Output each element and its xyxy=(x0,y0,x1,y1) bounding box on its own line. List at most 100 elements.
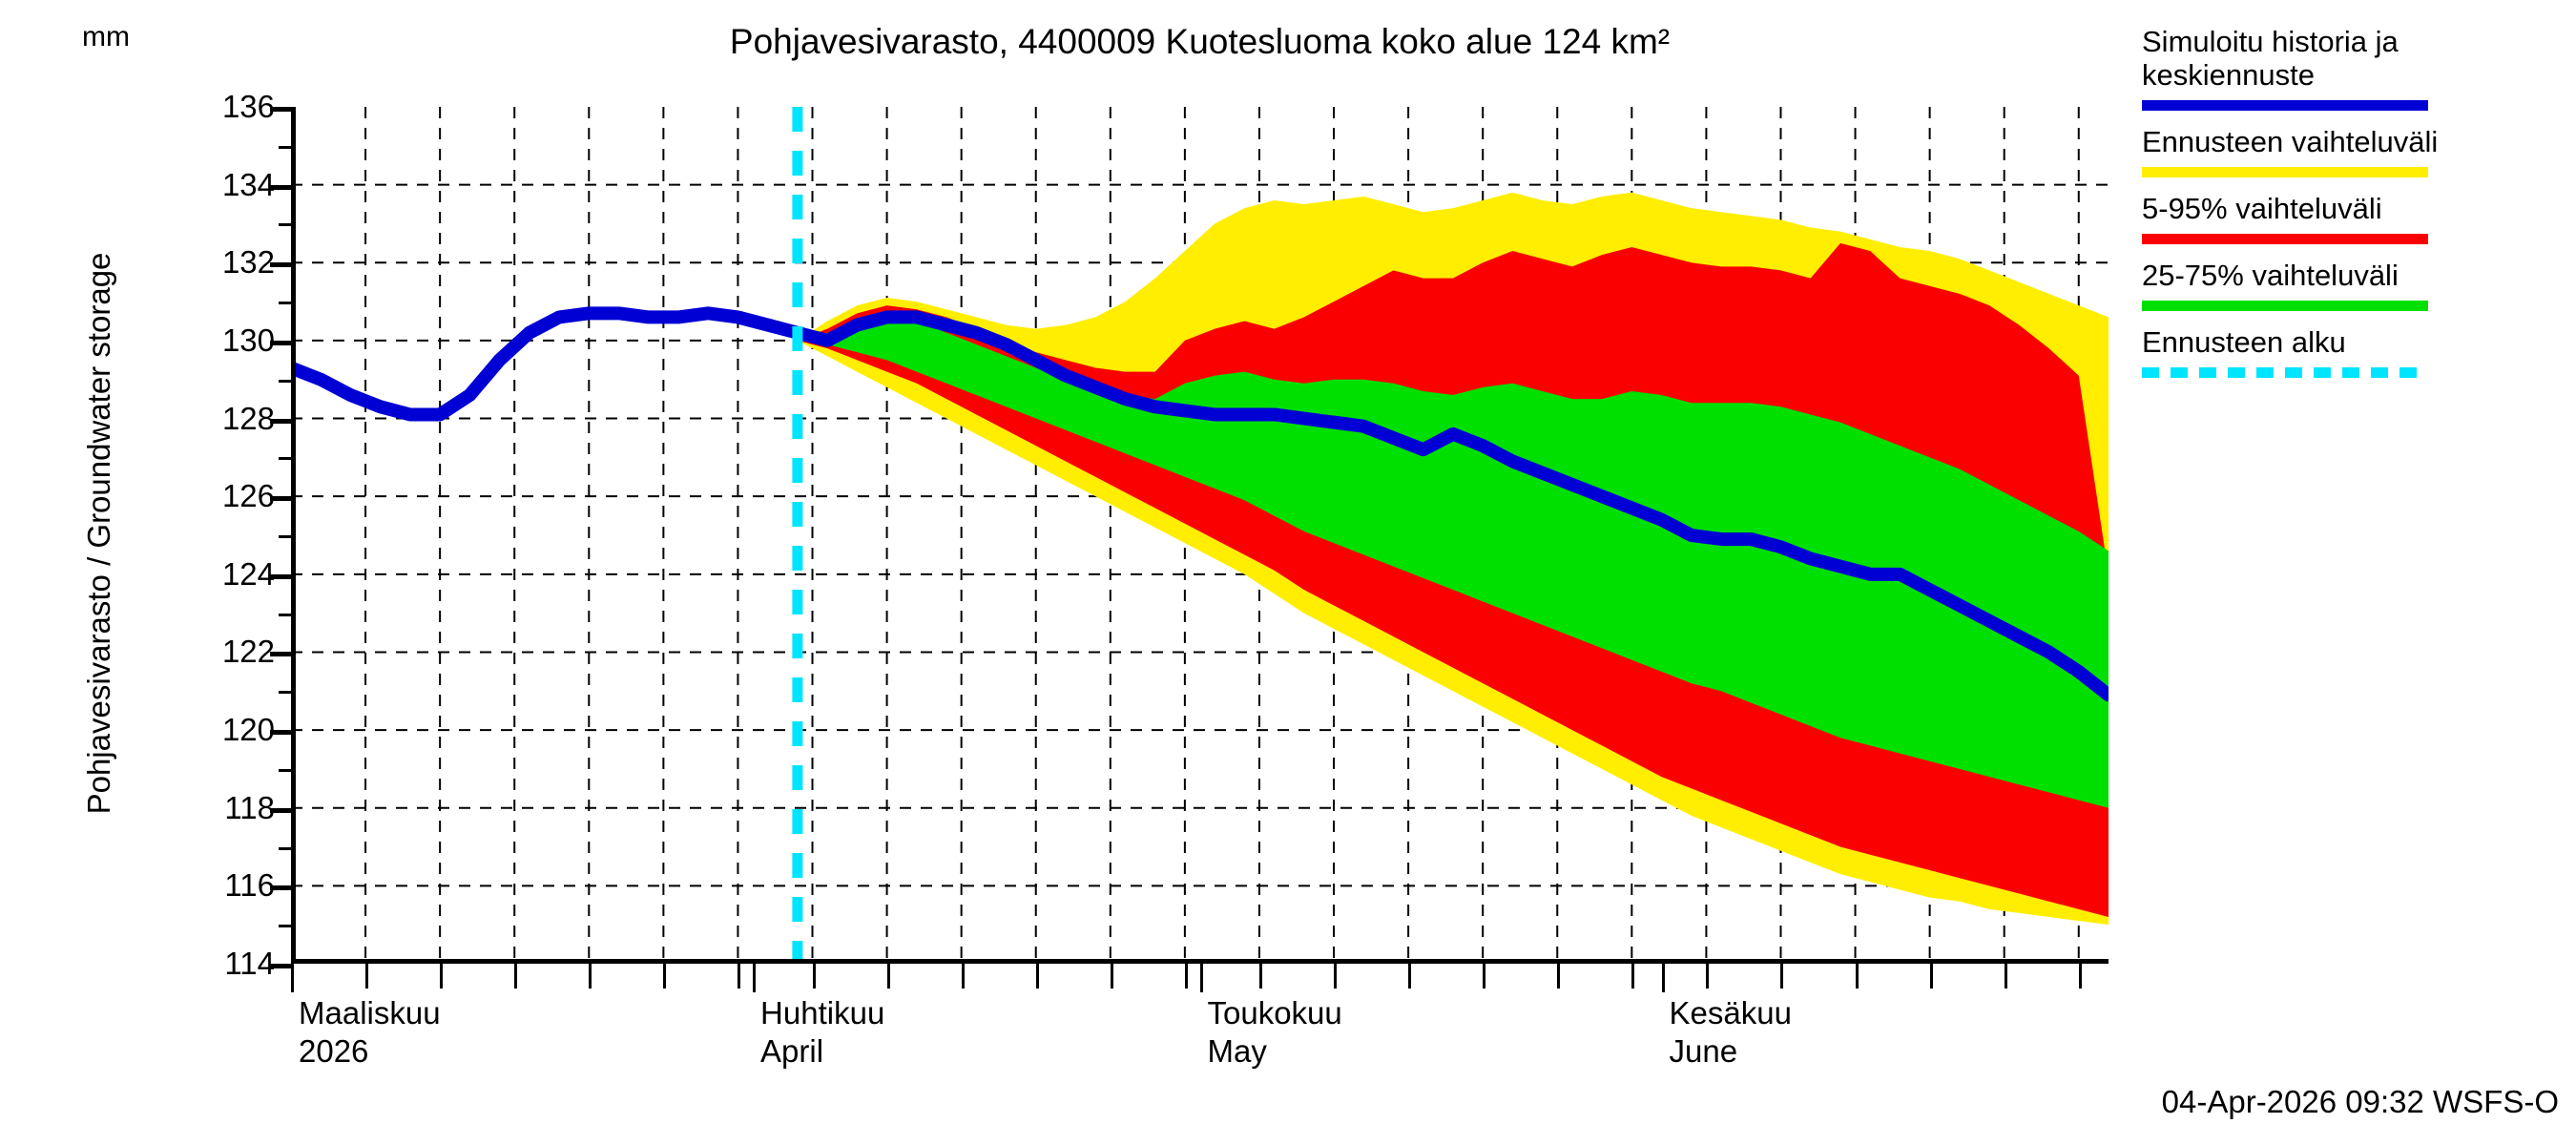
x-axis-month-label: Kesäkuu June xyxy=(1670,994,1792,1071)
x-tick-major xyxy=(291,964,294,992)
y-tick-major xyxy=(270,496,291,502)
y-tick-major xyxy=(270,652,291,657)
legend-entry-range-25-75: 25-75% vaihteluväli xyxy=(2142,259,2562,311)
month-label-fi: Toukokuu xyxy=(1207,995,1342,1030)
legend-entry-forecast-range: Ennusteen vaihteluväli xyxy=(2142,125,2562,177)
x-axis-month-label: Toukokuu May xyxy=(1208,994,1342,1071)
legend-label: Ennusteen alku xyxy=(2142,325,2346,359)
y-tick-minor xyxy=(279,457,291,461)
x-tick-minor xyxy=(737,964,741,989)
y-tick-label: 114 xyxy=(224,946,275,981)
y-tick-minor xyxy=(279,302,291,305)
month-label-en: May xyxy=(1207,1033,1267,1069)
legend-swatch-mean-forecast xyxy=(2142,100,2428,111)
x-tick-minor xyxy=(1557,964,1561,989)
x-axis-tick-labels: Maaliskuu 2026 Huhtikuu April Toukokuu May Kes… xyxy=(291,994,2109,1099)
legend-swatch-range-5-95 xyxy=(2142,234,2428,244)
y-tick-minor xyxy=(279,768,291,772)
y-tick-major xyxy=(270,418,291,424)
chart-title: Pohjavesivarasto, 4400009 Kuotesluoma ko… xyxy=(729,22,1671,61)
plot-frame xyxy=(291,107,2109,964)
legend-label: 25-75% vaihteluväli xyxy=(2142,259,2399,292)
month-label-fi: Kesäkuu xyxy=(1669,995,1792,1030)
y-tick-major xyxy=(270,730,291,736)
x-axis-month-label: Maaliskuu 2026 xyxy=(299,994,441,1071)
footer-timestamp: 04-Apr-2026 09:32 WSFS-O xyxy=(2161,1084,2559,1119)
x-tick-minor xyxy=(886,964,890,989)
x-tick-minor xyxy=(1334,964,1338,989)
mean-forecast-line xyxy=(291,306,2109,702)
legend-swatch-forecast-range xyxy=(2142,167,2428,177)
legend-label: Simuloitu historia ja keskiennuste xyxy=(2142,25,2399,92)
legend-swatch-forecast-start xyxy=(2142,367,2428,378)
x-tick-minor xyxy=(1184,964,1188,989)
x-tick-major xyxy=(753,964,757,992)
y-axis-tick-labels: 136 134 132 130 128 126 124 122 120 118 116 114 xyxy=(105,91,275,979)
y-tick-label: 134 xyxy=(221,166,275,202)
y-tick-label: 128 xyxy=(221,400,275,436)
month-label-fi: Maaliskuu xyxy=(299,995,441,1030)
chart-canvas xyxy=(291,107,2109,964)
x-tick-minor xyxy=(663,964,667,989)
x-tick-major xyxy=(1199,964,1203,992)
x-axis-month-label: Huhtikuu April xyxy=(760,994,884,1071)
y-tick-label: 130 xyxy=(221,322,275,358)
x-tick-minor xyxy=(1258,964,1262,989)
x-tick-minor xyxy=(1035,964,1039,989)
y-tick-label: 132 xyxy=(221,244,275,281)
y-tick-label: 126 xyxy=(221,478,275,514)
x-tick-minor xyxy=(1780,964,1784,989)
month-label-en: June xyxy=(1669,1033,1738,1069)
y-tick-major xyxy=(270,340,291,345)
y-tick-minor xyxy=(279,145,291,149)
y-tick-label: 124 xyxy=(221,555,275,592)
x-tick-minor xyxy=(589,964,592,989)
legend-entry-mean-forecast: Simuloitu historia ja keskiennuste xyxy=(2142,25,2562,111)
y-tick-minor xyxy=(279,223,291,227)
month-label-en: April xyxy=(760,1033,824,1069)
y-tick-minor xyxy=(279,613,291,616)
legend-swatch-range-25-75 xyxy=(2142,301,2428,311)
x-tick-minor xyxy=(2004,964,2007,989)
y-tick-minor xyxy=(279,925,291,928)
range-25-75-band xyxy=(797,317,2109,808)
y-tick-major xyxy=(270,573,291,579)
x-tick-minor xyxy=(812,964,816,989)
x-tick-minor xyxy=(961,964,965,989)
y-tick-major xyxy=(270,964,291,968)
y-tick-minor xyxy=(279,846,291,850)
x-tick-minor xyxy=(1706,964,1710,989)
chart-legend: Simuloitu historia ja keskiennuste Ennust… xyxy=(2142,25,2562,392)
legend-entry-range-5-95: 5-95% vaihteluväli xyxy=(2142,192,2562,244)
y-tick-label: 116 xyxy=(224,867,275,904)
y-tick-major xyxy=(270,807,291,813)
y-tick-minor xyxy=(279,379,291,383)
x-tick-minor xyxy=(1110,964,1113,989)
x-tick-minor xyxy=(1929,964,1933,989)
y-tick-minor xyxy=(279,535,291,538)
legend-entry-forecast-start: Ennusteen alku xyxy=(2142,325,2562,378)
y-tick-label: 118 xyxy=(224,789,275,825)
month-label-fi: Huhtikuu xyxy=(760,995,885,1030)
plot-area xyxy=(270,107,2109,968)
x-tick-minor xyxy=(365,964,369,989)
x-tick-minor xyxy=(1855,964,1859,989)
y-tick-label: 136 xyxy=(221,89,275,124)
x-tick-minor xyxy=(1408,964,1412,989)
y-tick-major xyxy=(270,262,291,268)
y-tick-major xyxy=(270,107,291,112)
x-tick-minor xyxy=(440,964,444,989)
month-label-en: 2026 xyxy=(299,1033,369,1069)
x-tick-minor xyxy=(1631,964,1635,989)
y-axis-unit: mm xyxy=(82,21,130,52)
x-tick-minor xyxy=(514,964,518,989)
legend-label: Ennusteen vaihteluväli xyxy=(2142,125,2439,158)
y-tick-major xyxy=(270,184,291,190)
x-tick-minor xyxy=(2078,964,2082,989)
x-tick-major xyxy=(1661,964,1665,992)
legend-label: 5-95% vaihteluväli xyxy=(2142,192,2382,225)
x-axis-ticks xyxy=(291,964,2109,992)
y-tick-label: 120 xyxy=(221,712,275,748)
x-tick-minor xyxy=(1483,964,1486,989)
y-tick-major xyxy=(270,885,291,891)
